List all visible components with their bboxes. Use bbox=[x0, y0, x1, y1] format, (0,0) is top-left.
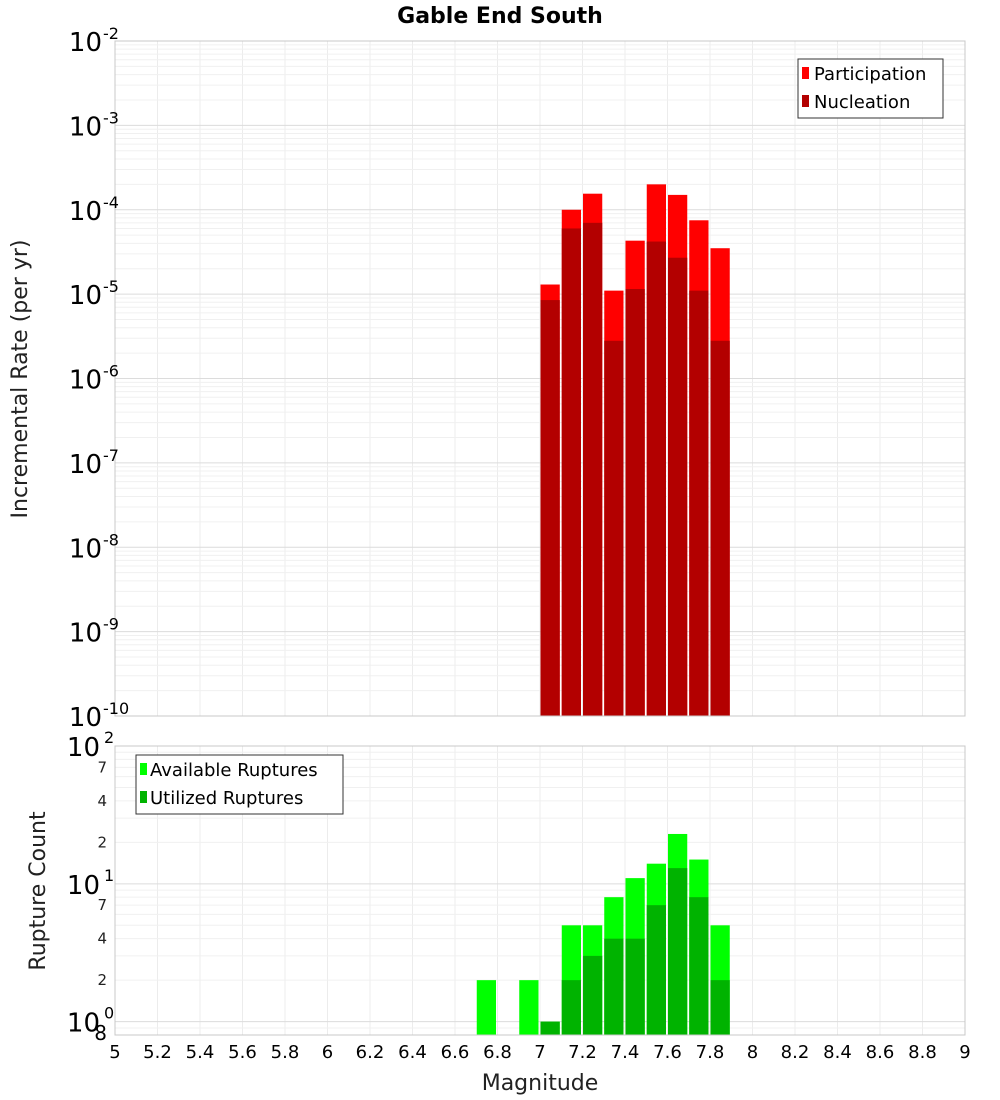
top-plot-frame bbox=[114, 40, 966, 717]
bottom-plot-frame bbox=[114, 745, 966, 1036]
bottom-legend-box bbox=[135, 754, 344, 815]
bottom-y-tick-exp-2: 2 bbox=[104, 728, 114, 747]
top-y-tick-exp--2: -2 bbox=[103, 24, 119, 43]
x-tick-6: 6 bbox=[322, 1042, 333, 1063]
x-tick-8.4: 8.4 bbox=[823, 1042, 852, 1063]
legend-swatch-utilized bbox=[140, 791, 147, 803]
top-y-tick-labels: 10-210-310-410-510-610-710-810-910-10 bbox=[69, 24, 129, 733]
top-bar-s2-7 bbox=[540, 300, 560, 716]
bottom-y-tick-1: 10 bbox=[67, 871, 100, 901]
bottom-y-tick-exp-0: 0 bbox=[104, 1004, 114, 1023]
top-legend: Participation Nucleation bbox=[797, 58, 944, 119]
top-bar-s2-7.7 bbox=[689, 290, 709, 716]
bottom-bars bbox=[476, 833, 730, 1035]
top-y-tick-exp--9: -9 bbox=[103, 615, 119, 634]
bottom-bar-s1-6.9 bbox=[519, 980, 539, 1035]
bottom-y-minor-6: 8 bbox=[94, 1021, 107, 1045]
bottom-y-minor-3: 7 bbox=[97, 896, 107, 914]
top-bar-s2-7.3 bbox=[604, 340, 624, 716]
top-y-tick--10: 10 bbox=[69, 703, 102, 733]
top-y-tick-exp--5: -5 bbox=[103, 277, 119, 296]
bottom-y-minor-0: 7 bbox=[97, 758, 107, 776]
x-tick-7.6: 7.6 bbox=[653, 1042, 682, 1063]
top-y-tick-exp--7: -7 bbox=[103, 446, 119, 465]
x-tick-8: 8 bbox=[747, 1042, 758, 1063]
x-tick-6.6: 6.6 bbox=[441, 1042, 470, 1063]
bottom-bar-s2-7.2 bbox=[583, 955, 603, 1035]
top-y-tick-exp--4: -4 bbox=[103, 193, 119, 212]
bottom-bar-s2-7.3 bbox=[604, 938, 624, 1035]
x-tick-7: 7 bbox=[534, 1042, 545, 1063]
bottom-y-tick-exp-1: 1 bbox=[104, 866, 114, 885]
x-tick-8.6: 8.6 bbox=[866, 1042, 895, 1063]
x-tick-5.2: 5.2 bbox=[143, 1042, 172, 1063]
legend-label-participation: Participation bbox=[814, 64, 926, 85]
top-y-tick--9: 10 bbox=[69, 619, 102, 649]
top-bar-s2-7.8 bbox=[710, 340, 730, 716]
top-y-tick-exp--3: -3 bbox=[103, 108, 119, 127]
top-legend-box bbox=[797, 58, 944, 119]
top-bar-s2-7.5 bbox=[646, 241, 666, 717]
x-tick-6.4: 6.4 bbox=[398, 1042, 427, 1063]
bottom-y-minor-1: 4 bbox=[97, 792, 107, 810]
legend-label-available: Available Ruptures bbox=[150, 760, 318, 781]
top-y-tick--3: 10 bbox=[69, 112, 102, 142]
top-y-tick--6: 10 bbox=[69, 366, 102, 396]
chart-title: Gable End South bbox=[397, 4, 603, 29]
legend-swatch-participation bbox=[802, 67, 809, 79]
x-tick-7.8: 7.8 bbox=[696, 1042, 725, 1063]
top-y-tick--2: 10 bbox=[69, 28, 102, 58]
top-bar-s2-7.2 bbox=[583, 222, 603, 716]
top-bar-s2-7.1 bbox=[561, 228, 581, 716]
legend-label-nucleation: Nucleation bbox=[814, 92, 910, 113]
x-tick-5.4: 5.4 bbox=[186, 1042, 215, 1063]
top-y-axis-label: Incremental Rate (per yr) bbox=[8, 240, 33, 519]
bottom-y-minor-2: 2 bbox=[97, 833, 107, 851]
x-axis-label: Magnitude bbox=[482, 1071, 599, 1096]
top-y-tick-exp--10: -10 bbox=[103, 699, 129, 718]
x-tick-7.4: 7.4 bbox=[611, 1042, 640, 1063]
top-y-tick--5: 10 bbox=[69, 281, 102, 311]
x-tick-8.8: 8.8 bbox=[908, 1042, 937, 1063]
x-tick-9: 9 bbox=[959, 1042, 970, 1063]
top-bars bbox=[540, 184, 730, 717]
x-tick-6.2: 6.2 bbox=[356, 1042, 385, 1063]
bottom-bar-s2-7.4 bbox=[625, 938, 645, 1035]
bottom-y-axis-label: Rupture Count bbox=[26, 811, 51, 971]
top-gridlines bbox=[114, 41, 966, 717]
bottom-legend: Available Ruptures Utilized Ruptures bbox=[135, 754, 344, 815]
top-y-tick--4: 10 bbox=[69, 197, 102, 227]
top-bar-s2-7.4 bbox=[625, 289, 645, 716]
x-tick-5: 5 bbox=[109, 1042, 120, 1063]
bottom-bar-s2-7.6 bbox=[668, 868, 688, 1035]
bottom-y-minor-5: 2 bbox=[97, 971, 107, 989]
top-y-tick-exp--6: -6 bbox=[103, 362, 119, 381]
bottom-bar-s2-7.7 bbox=[689, 897, 709, 1035]
x-tick-7.2: 7.2 bbox=[568, 1042, 597, 1063]
top-y-tick-exp--8: -8 bbox=[103, 530, 119, 549]
legend-label-utilized: Utilized Ruptures bbox=[150, 788, 303, 809]
bottom-y-minor-4: 4 bbox=[97, 930, 107, 948]
legend-swatch-nucleation bbox=[802, 95, 809, 107]
top-y-tick--8: 10 bbox=[69, 534, 102, 564]
x-tick-6.8: 6.8 bbox=[483, 1042, 512, 1063]
x-tick-5.6: 5.6 bbox=[228, 1042, 257, 1063]
bottom-bar-s1-6.7 bbox=[476, 980, 496, 1035]
x-tick-5.8: 5.8 bbox=[271, 1042, 300, 1063]
bottom-bar-s2-7.5 bbox=[646, 905, 666, 1035]
bottom-bar-s2-7 bbox=[540, 1021, 560, 1035]
legend-swatch-available bbox=[140, 763, 147, 775]
bottom-y-tick-2: 10 bbox=[67, 733, 100, 763]
x-tick-8.2: 8.2 bbox=[781, 1042, 810, 1063]
x-tick-labels: 5 5.2 5.4 5.6 5.8 6 6.2 6.4 6.6 6.8 7 7.2 7.4 7.6 7.8 8… bbox=[109, 1042, 970, 1063]
bottom-bar-s2-7.8 bbox=[710, 980, 730, 1035]
bottom-y-tick-0: 10 bbox=[67, 1009, 100, 1039]
top-bar-s2-7.6 bbox=[668, 257, 688, 716]
bottom-bar-s2-7.1 bbox=[561, 980, 581, 1035]
top-y-tick--7: 10 bbox=[69, 450, 102, 480]
